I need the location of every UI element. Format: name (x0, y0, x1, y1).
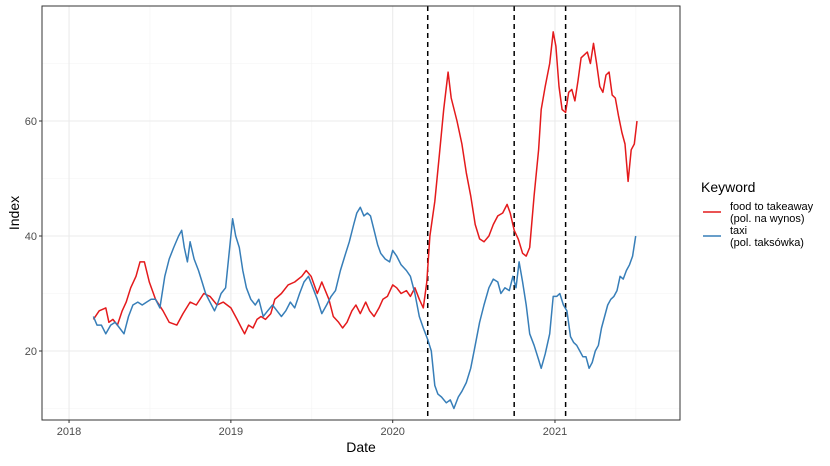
legend-title: Keyword (701, 179, 755, 195)
event-lines (426, 6, 567, 420)
x-tick-label: 2018 (57, 426, 81, 438)
legend-label: taxi (730, 225, 747, 237)
legend-label: (pol. na wynos) (730, 213, 805, 225)
series-group (92, 31, 638, 410)
y-tick-label: 20 (25, 346, 37, 358)
x-tick-label: 2021 (543, 426, 567, 438)
y-tick-label: 40 (25, 231, 37, 243)
x-tick-label: 2020 (380, 426, 404, 438)
x-axis: 2018 2019 2020 2021 (57, 420, 567, 438)
x-axis-title: Date (346, 439, 376, 455)
plot-border (41, 5, 681, 421)
y-axis: 20 40 60 (25, 116, 42, 358)
legend-label: (pol. taksówka) (730, 237, 804, 249)
y-tick-label: 60 (25, 116, 37, 128)
minor-grid (42, 6, 680, 420)
legend: Keyword food to takeaway(pol. na wynos)t… (701, 179, 814, 249)
major-grid (42, 6, 680, 420)
series-line-1 (92, 206, 637, 410)
y-axis-title: Index (6, 196, 22, 230)
plot-background (42, 6, 680, 420)
legend-label: food to takeaway (730, 201, 814, 213)
x-tick-label: 2019 (219, 426, 243, 438)
